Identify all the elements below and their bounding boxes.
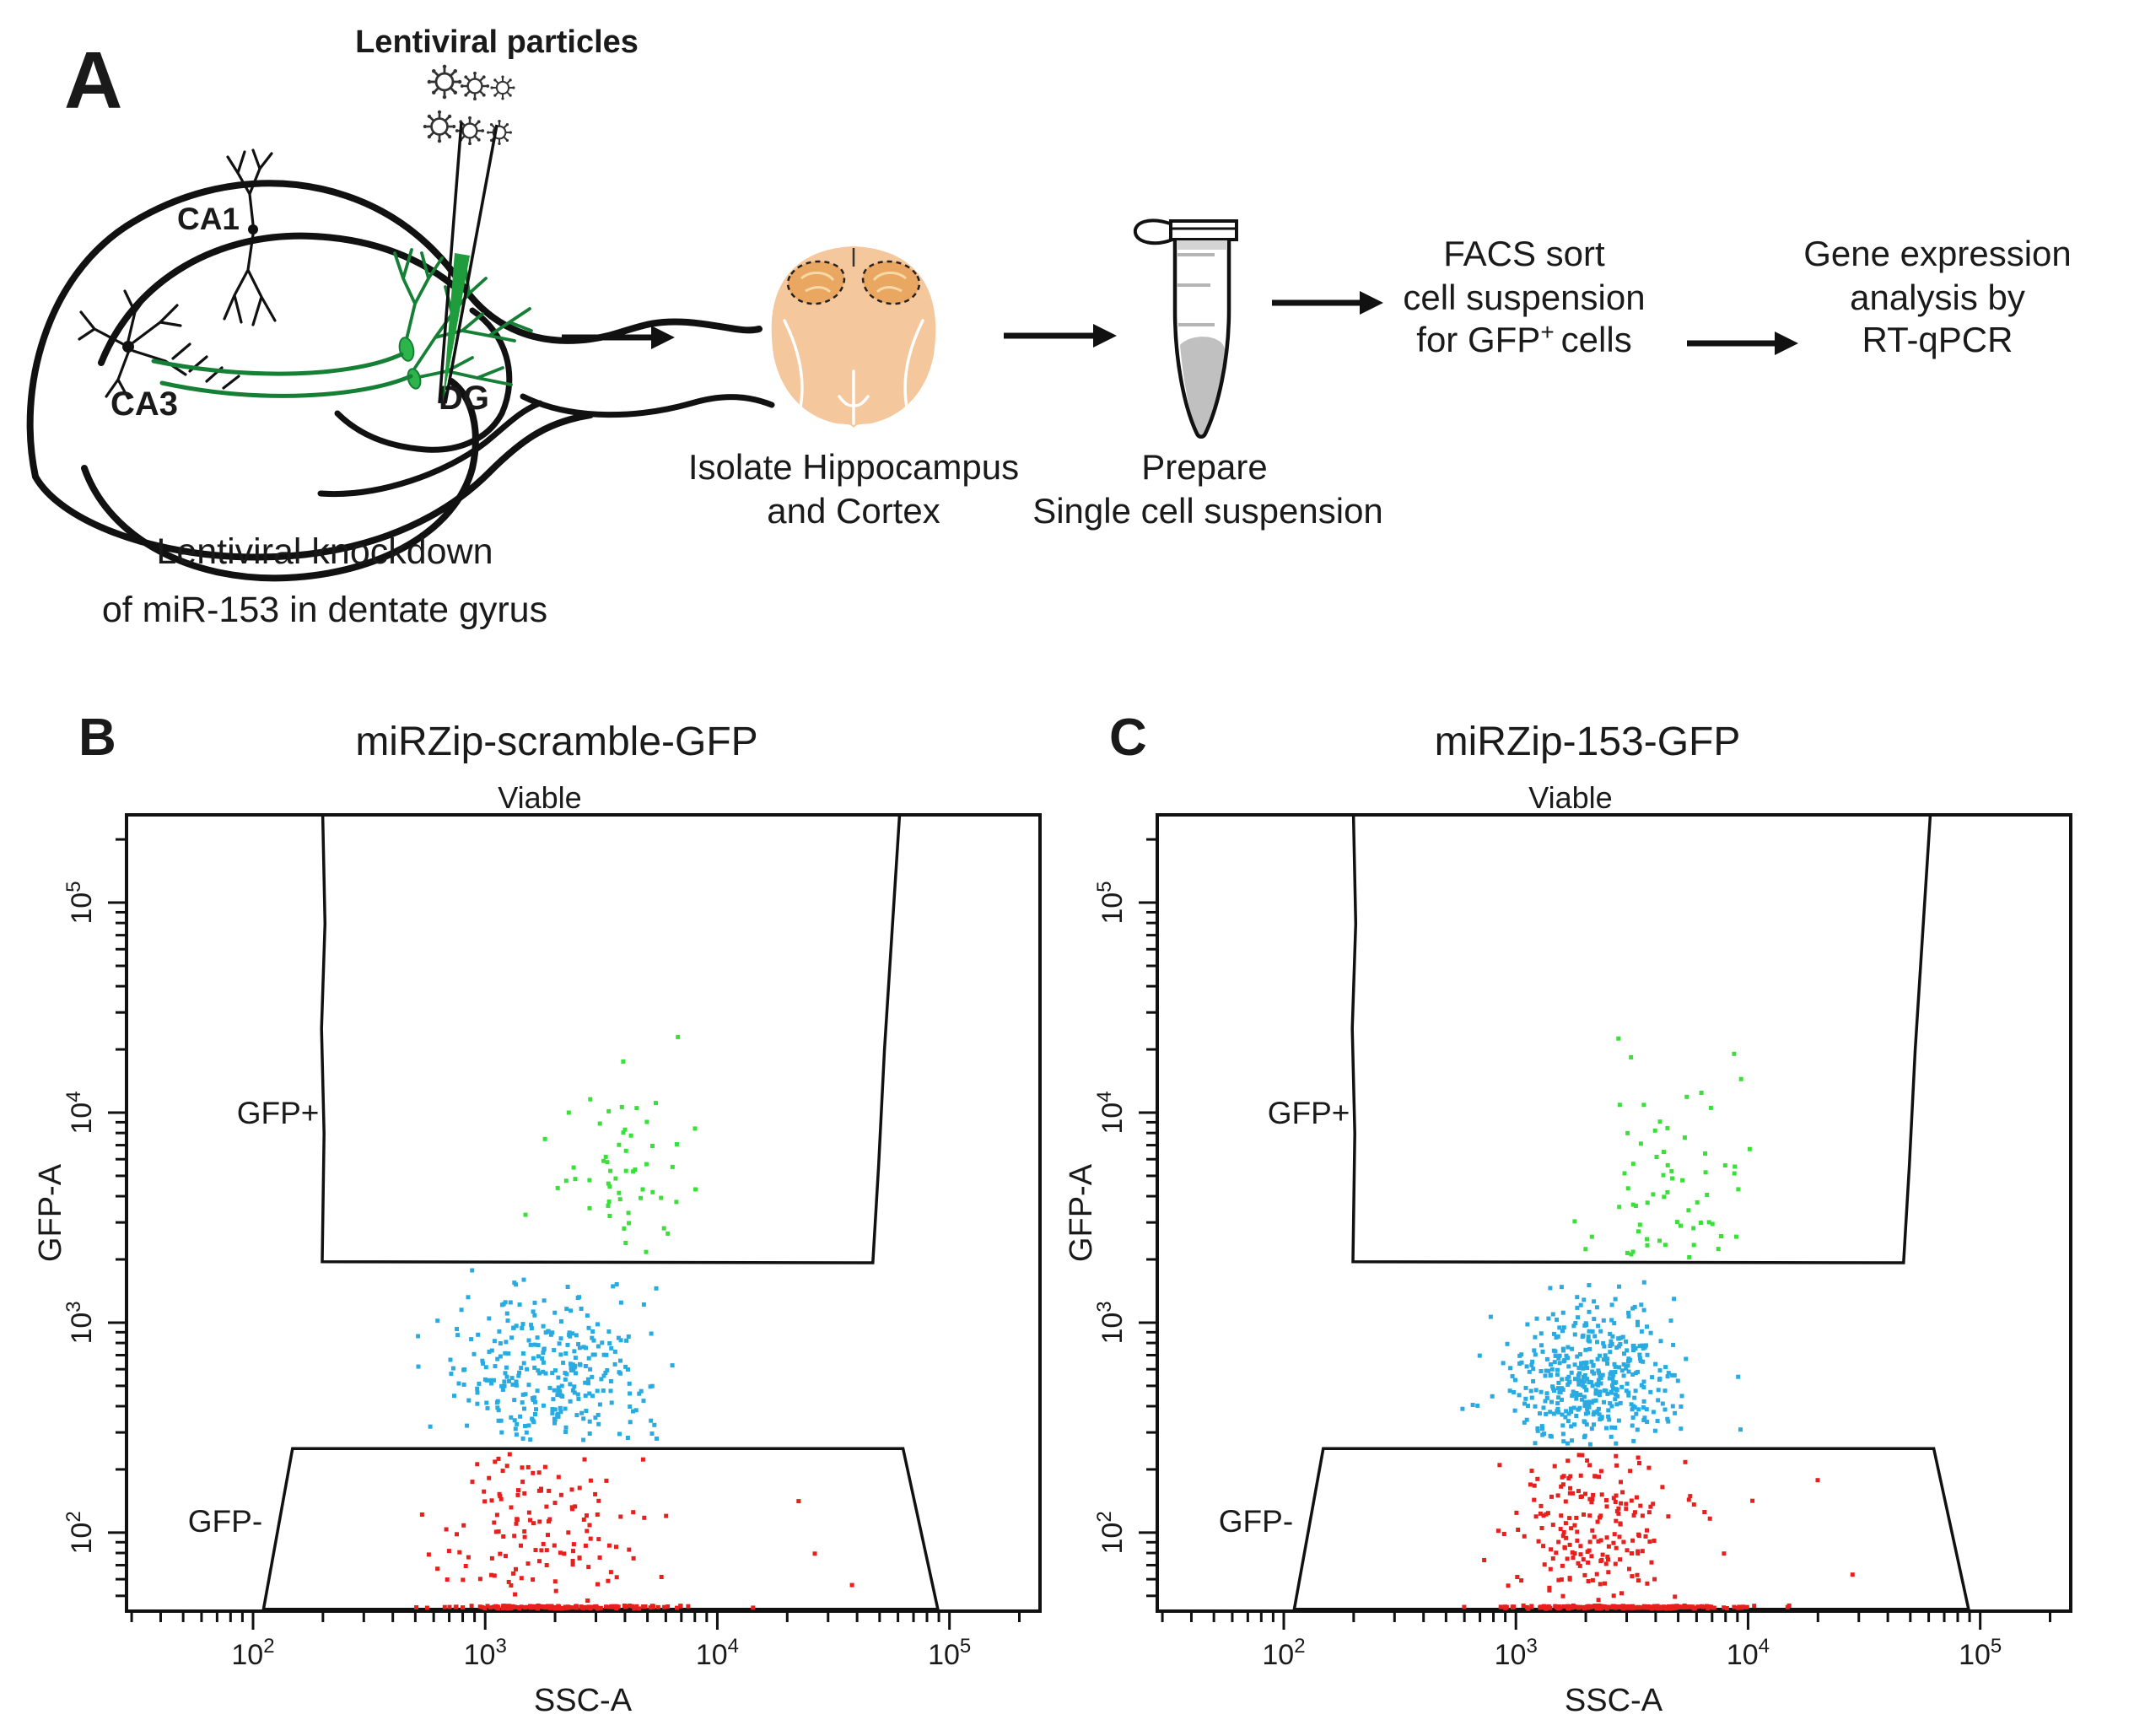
gene-step-line3: RT-qPCR <box>1862 320 2013 359</box>
y-tick-label: 105 <box>62 881 98 924</box>
caption-knockdown-line2: of miR-153 in dentate gyrus <box>102 590 547 630</box>
gate-label-GFP-: GFP- <box>188 1504 262 1539</box>
gate-label-GFP-: GFP- <box>1219 1504 1293 1539</box>
y-tick-label: 103 <box>1093 1301 1129 1344</box>
ca3-neuron <box>78 289 240 400</box>
axis-ticks <box>1139 838 2052 1630</box>
caption-prepare-line1: Prepare <box>1141 447 1267 487</box>
y-tick-label: 105 <box>1093 881 1129 924</box>
virus-particles-title: Lentiviral particles <box>355 24 639 60</box>
x-tick-label: 105 <box>928 1635 971 1671</box>
panel-title: miRZip-scramble-GFP <box>355 720 757 764</box>
axis-ticks <box>108 838 1021 1630</box>
panel-title: miRZip-153-GFP <box>1435 720 1741 764</box>
x-tick-label: 105 <box>1959 1635 2002 1671</box>
gate-GFP+ <box>1350 813 1932 1264</box>
dots-intermediate-events <box>1460 1280 1743 1447</box>
facs-step-line2: cell suspension <box>1403 278 1645 317</box>
ca1-neuron <box>223 148 277 326</box>
panel-letter: C <box>1109 709 1147 767</box>
dots-gfp-negative-baseline <box>414 1604 756 1611</box>
injection-pipette-icon <box>438 121 498 404</box>
plot-frame <box>125 813 1042 1613</box>
panel-a-diagram: A Lentiviral particles <box>26 24 2072 630</box>
gate-label-GFP+: GFP+ <box>237 1096 320 1130</box>
dots-gfp-negative-events <box>419 1452 854 1603</box>
dots-gfp-positive-events <box>1572 1036 1752 1259</box>
brain-slice-icon <box>771 246 936 428</box>
ca1-label: CA1 <box>177 202 240 236</box>
x-tick-label: 104 <box>1727 1635 1770 1671</box>
caption-isolate-line1: Isolate Hippocampus <box>688 447 1019 487</box>
brain-slice-sulci <box>783 319 924 425</box>
x-tick-label: 104 <box>696 1635 739 1671</box>
gene-step-line1: Gene expression <box>1803 234 2072 273</box>
facs-step-line1: FACS sort <box>1443 234 1605 273</box>
ca3-label: CA3 <box>110 385 178 423</box>
panel-a-label: A <box>64 35 122 126</box>
dots-intermediate-events <box>416 1268 675 1442</box>
x-tick-label: 102 <box>231 1635 274 1671</box>
dots-gfp-negative-baseline <box>1462 1603 1792 1611</box>
arrow-right-icon <box>1004 324 1117 348</box>
mossy-fibers <box>151 352 413 398</box>
y-tick-label: 102 <box>1093 1511 1129 1554</box>
plot-frame <box>1156 813 2072 1613</box>
y-tick-label: 102 <box>62 1511 98 1554</box>
parent-gate-label: Viable <box>1528 780 1612 815</box>
gate-GFP- <box>1292 1447 1971 1611</box>
tube-icon <box>1133 218 1238 439</box>
dots-gfp-negative-events <box>1482 1453 1855 1603</box>
x-tick-label: 102 <box>1262 1635 1305 1671</box>
arrow-right-icon <box>1687 332 1798 355</box>
dots-gfp-positive-events <box>523 1034 698 1254</box>
arrow-right-icon <box>1272 291 1383 315</box>
y-axis-label: GFP-A <box>33 1163 68 1262</box>
gate-GFP+ <box>320 813 902 1264</box>
gate-label-GFP+: GFP+ <box>1268 1096 1350 1130</box>
y-tick-label: 104 <box>62 1091 98 1134</box>
virus-particles-icon <box>422 63 516 147</box>
caption-knockdown-line1: Lentiviral knockdown <box>156 531 493 572</box>
gene-step-line2: analysis by <box>1850 278 2025 317</box>
hippocampus-drawing: CA1 CA3 DG <box>26 148 775 582</box>
x-tick-label: 103 <box>1495 1635 1538 1671</box>
panel-letter: B <box>78 709 116 767</box>
caption-prepare-line2: Single cell suspension <box>1032 491 1383 531</box>
y-tick-label: 104 <box>1093 1091 1129 1134</box>
facs-step-line3: for GFP+ cells <box>1416 319 1631 359</box>
x-axis-label: SSC-A <box>534 1683 633 1718</box>
parent-gate-label: Viable <box>498 780 581 815</box>
x-tick-label: 103 <box>464 1635 507 1671</box>
x-axis-label: SSC-A <box>1565 1683 1663 1718</box>
gate-GFP- <box>261 1447 940 1611</box>
tube-liquid <box>1180 337 1226 435</box>
y-tick-label: 103 <box>62 1301 98 1344</box>
arrow-right-icon <box>562 326 675 349</box>
caption-isolate-line2: and Cortex <box>767 491 940 531</box>
y-axis-label: GFP-A <box>1064 1163 1099 1262</box>
